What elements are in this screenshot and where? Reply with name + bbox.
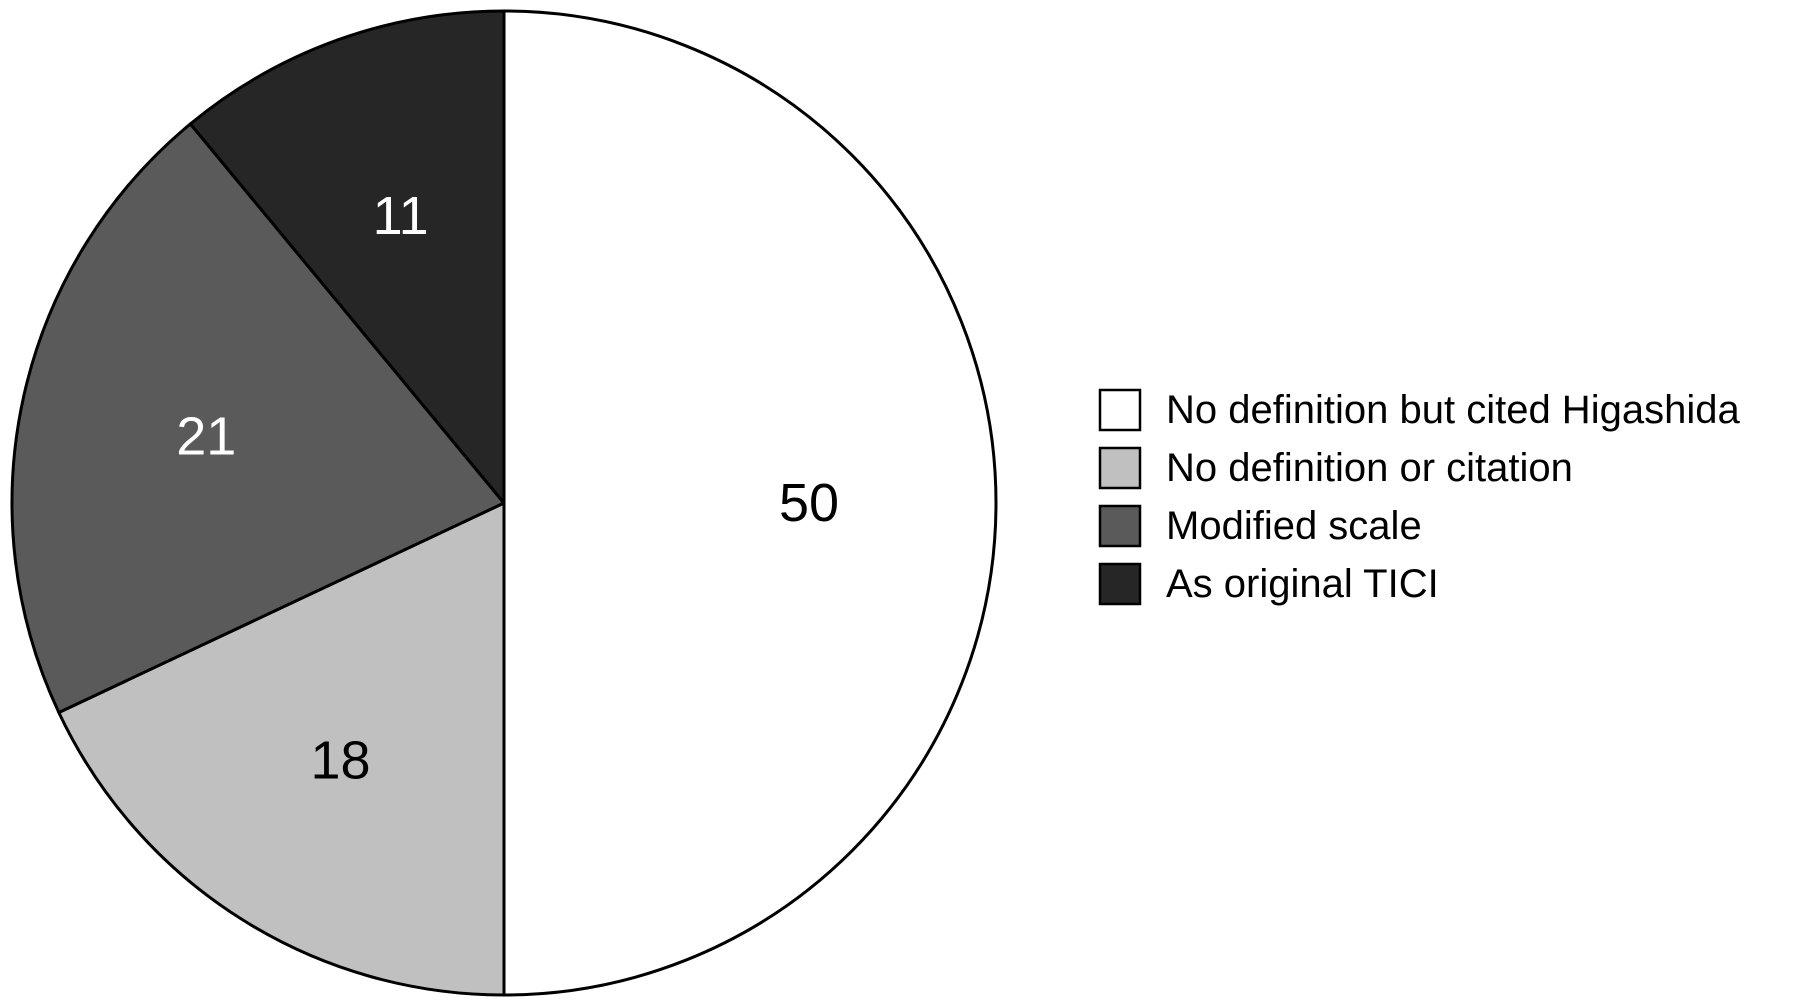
pie-slice-as-original-tici bbox=[188, 9, 506, 505]
legend-label-no-definition-or-citation: No definition or citation bbox=[1166, 446, 1573, 490]
legend-swatch-no-definition-but-cited-higashida bbox=[1098, 388, 1142, 432]
legend-swatch-modified-scale bbox=[1098, 504, 1142, 548]
pie-slice-label-no-definition-or-citation: 18 bbox=[311, 731, 371, 791]
pie-slice-label-no-definition-but-cited-higashida: 50 bbox=[779, 473, 839, 533]
pie-slices bbox=[10, 9, 998, 997]
legend-label-no-definition-but-cited-higashida: No definition but cited Higashida bbox=[1166, 388, 1740, 432]
pie-slice-modified-scale bbox=[10, 122, 506, 714]
pie-slice-no-definition-but-cited-higashida bbox=[502, 9, 998, 997]
pie-slice-no-definition-or-citation bbox=[57, 501, 506, 997]
legend-label-as-original-tici: As original TICI bbox=[1166, 562, 1439, 606]
pie-slice-labels: 50 18 21 11 bbox=[176, 186, 839, 791]
legend-swatch-no-definition-or-citation bbox=[1098, 446, 1142, 490]
pie-slice-label-as-original-tici: 11 bbox=[373, 186, 429, 246]
legend: No definition but cited Higashida No defi… bbox=[1098, 388, 1740, 606]
pie-slice-label-modified-scale: 21 bbox=[176, 406, 236, 466]
legend-swatch-as-original-tici bbox=[1098, 562, 1142, 606]
legend-label-modified-scale: Modified scale bbox=[1166, 504, 1422, 548]
